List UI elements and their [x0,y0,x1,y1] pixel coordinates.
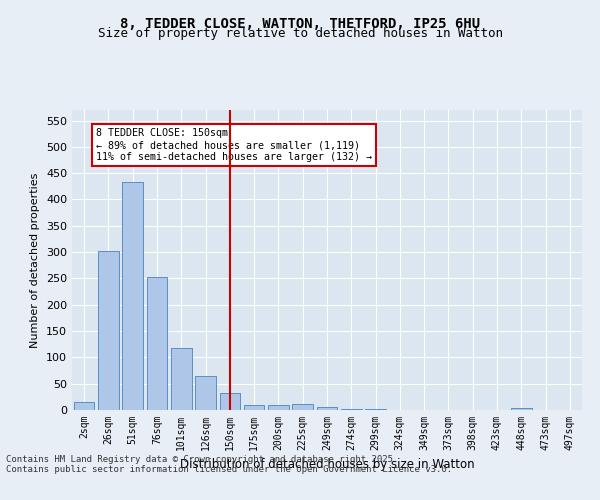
Text: Size of property relative to detached houses in Watton: Size of property relative to detached ho… [97,28,503,40]
Bar [171,348,191,410]
Bar [244,404,265,410]
X-axis label: Distribution of detached houses by size in Watton: Distribution of detached houses by size … [179,458,475,471]
Text: 8, TEDDER CLOSE, WATTON, THETFORD, IP25 6HU: 8, TEDDER CLOSE, WATTON, THETFORD, IP25 … [120,18,480,32]
Y-axis label: Number of detached properties: Number of detached properties [31,172,40,348]
Text: Contains HM Land Registry data © Crown copyright and database right 2025.: Contains HM Land Registry data © Crown c… [6,456,398,464]
Bar [220,392,240,410]
Bar [74,402,94,410]
Bar [268,404,289,410]
Bar [146,277,167,410]
Bar [365,409,386,410]
Bar [98,251,119,410]
Bar [511,408,532,410]
Bar [195,376,216,410]
Bar [317,408,337,410]
Bar [341,409,362,410]
Text: Contains public sector information licensed under the Open Government Licence v3: Contains public sector information licen… [6,466,452,474]
Bar [292,404,313,410]
Text: 8 TEDDER CLOSE: 150sqm
← 89% of detached houses are smaller (1,119)
11% of semi-: 8 TEDDER CLOSE: 150sqm ← 89% of detached… [96,128,372,162]
Bar [122,182,143,410]
